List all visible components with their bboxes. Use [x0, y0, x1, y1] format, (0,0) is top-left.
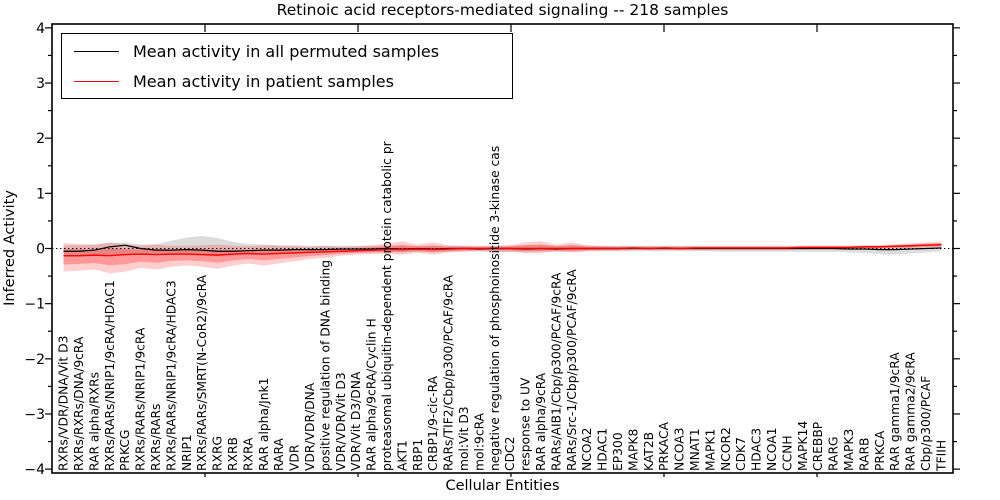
x-tick-label: VDR/Vit D3/DNA: [349, 371, 363, 471]
x-tick-label: PRKACA: [657, 421, 671, 471]
x-tick-label: PRKCA: [873, 430, 887, 471]
x-tick-label: RXRB: [226, 437, 240, 471]
x-tick-label: RAR gamma2/9cRA: [904, 352, 918, 471]
patient-mean-line: [63, 243, 942, 257]
x-tick-label: RXRs/RARs/NRIP1/9cRA/HDAC1: [103, 280, 117, 471]
x-tick-label: PRKCG: [118, 430, 132, 471]
x-tick-labels: RXRs/VDR/DNA/Vit D3 RXRs/RXRs/DNA/9cRA RAR…: [57, 140, 949, 472]
x-tick-label: RXRA: [241, 437, 255, 471]
x-tick-label: RAR alpha/Jnk1: [257, 377, 271, 471]
x-tick-label: NCOA2: [580, 428, 594, 471]
x-axis-title: Cellular Entities: [445, 478, 560, 494]
x-tick-label: RAR alpha/9cRA: [534, 372, 548, 471]
x-tick-label: RARA: [272, 437, 286, 471]
y-tick-label: −3: [24, 407, 45, 423]
y-tick-label: 4: [36, 21, 45, 37]
patient-samples-std-band: [63, 241, 942, 274]
x-tick-label: VDR/VDR/Vit D3: [334, 372, 348, 471]
y-tick-label: 2: [36, 131, 45, 147]
permuted-line-swatch: [74, 50, 119, 52]
patient-line-swatch: [74, 80, 119, 82]
y-tick-label: −4: [24, 462, 45, 478]
x-tick-label: RXRs/RARs/SMRT(N-CoR2)/9cRA: [195, 274, 209, 471]
x-tick-label: MAPK3: [842, 429, 856, 471]
permuted-samples-std-band: [63, 235, 942, 258]
y-tick-label: −1: [24, 297, 45, 313]
x-tick-label: RAR gamma1/9cRA: [888, 352, 902, 471]
x-tick-label: AKT1: [395, 440, 409, 471]
x-tick-label: MAPK1: [703, 429, 717, 471]
x-tick-label: RARG: [827, 436, 841, 471]
chart-title: Retinoic acid receptors-mediated signali…: [276, 1, 729, 19]
x-tick-label: CREBBP: [811, 422, 825, 471]
x-tick-label: CCNH: [780, 435, 794, 471]
x-tick-label: EP300: [611, 432, 625, 471]
x-tick-label: RARs/AIB1/Cbp/p300/PCAF/9cRA: [549, 272, 563, 471]
x-tick-label: RXRs/VDR/DNA/Vit D3: [57, 336, 71, 471]
x-tick-label: RAR alpha/9cRA/Cyclin H: [365, 318, 379, 471]
x-tick-label: RXRs/RXRs/DNA/9cRA: [72, 336, 86, 471]
x-tick-label: HDAC3: [750, 428, 764, 471]
y-axis-title: Inferred Activity: [2, 190, 18, 306]
x-tick-label: VDR: [288, 444, 302, 471]
x-tick-label: RBP1: [411, 439, 425, 471]
x-tick-label: positive regulation of DNA binding: [318, 260, 332, 471]
x-tick-label: MNAT1: [688, 428, 702, 471]
x-tick-label: MAPK14: [796, 421, 810, 471]
x-tick-label: RXRs/RARs/NRIP1/9cRA: [134, 327, 148, 471]
x-tick-label: RXRs/RARs/NRIP1/9cRA/HDAC3: [164, 280, 178, 471]
x-tick-label: HDAC1: [596, 428, 610, 471]
x-tick-label: VDR/VDR/DNA: [303, 382, 317, 471]
x-tick-label: NCOR2: [719, 427, 733, 471]
legend: Mean activity in all permuted samples Me…: [61, 33, 513, 99]
legend-item-permuted: Mean activity in all permuted samples: [62, 38, 512, 64]
x-tick-label: NCOA1: [765, 428, 779, 471]
legend-item-patient: Mean activity in patient samples: [62, 68, 512, 94]
legend-label: Mean activity in patient samples: [133, 71, 394, 91]
mean-lines: [63, 243, 942, 257]
x-tick-label: CDC2: [503, 437, 517, 471]
y-tick-labels: 4 3 2 1 0 −1 −2 −3 −4: [24, 21, 45, 478]
y-tick-label: 1: [36, 186, 45, 202]
x-tick-label: RARs/Src-1/Cbp/p300/PCAF/9cRA: [565, 269, 579, 471]
x-tick-label: mol:Vit D3: [457, 406, 471, 471]
x-tick-label: Cbp/p300/PCAF: [919, 376, 933, 471]
x-tick-label: RXRG: [211, 436, 225, 471]
x-tick-label: CRBP1/9-cic-RA: [426, 375, 440, 471]
x-tick-label: NCOA3: [673, 428, 687, 471]
x-tick-label: response to UV: [519, 377, 533, 471]
x-tick-label: CDK7: [734, 437, 748, 471]
y-tick-label: −2: [24, 352, 45, 368]
x-tick-label: RXRs/RARs: [149, 404, 163, 471]
x-tick-label: MAPK8: [626, 429, 640, 471]
y-tick-label: 0: [36, 242, 45, 258]
x-tick-label: TFIIH: [934, 440, 948, 472]
y-tick-label: 3: [36, 76, 45, 92]
x-tick-label: KAT2B: [642, 432, 656, 471]
axis-ticks: [45, 24, 960, 477]
x-tick-label: proteasomal ubiquitin-dependent protein …: [380, 140, 394, 471]
x-tick-label: RAR alpha/RXRs: [87, 372, 101, 471]
x-tick-label: RARs/TIF2/Cbp/p300/PCAF/9cRA: [442, 274, 456, 471]
x-tick-label: mol:9cRA: [472, 412, 486, 471]
x-tick-label: NRIP1: [180, 434, 194, 471]
x-tick-label: RARB: [857, 438, 871, 471]
x-tick-label: negative regulation of phosphoinositide …: [488, 146, 502, 471]
legend-label: Mean activity in all permuted samples: [133, 41, 440, 61]
